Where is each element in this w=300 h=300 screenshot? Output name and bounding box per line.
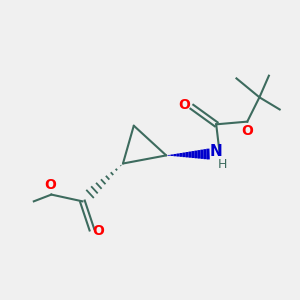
Text: O: O (93, 224, 105, 238)
Text: O: O (241, 124, 253, 138)
Text: O: O (44, 178, 56, 192)
Text: H: H (218, 158, 227, 171)
Text: O: O (178, 98, 190, 112)
Text: N: N (209, 144, 222, 159)
